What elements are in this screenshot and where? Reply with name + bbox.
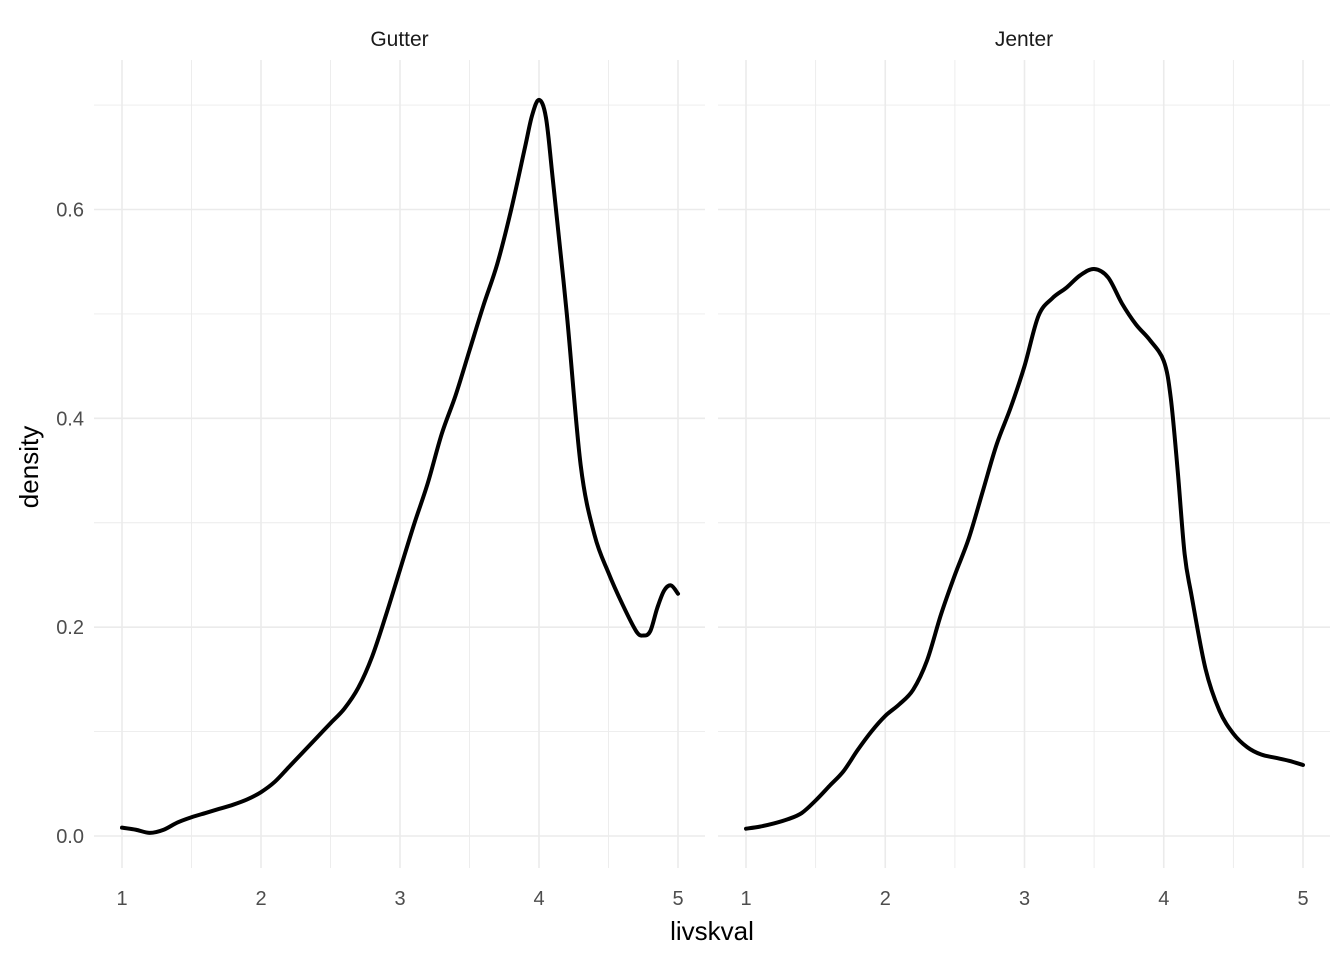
x-tick-label: 2 bbox=[255, 888, 266, 910]
y-axis-tick-labels: 0.0 0.2 0.4 0.6 bbox=[56, 200, 84, 849]
density-line bbox=[744, 267, 1305, 831]
y-axis-title: density bbox=[14, 426, 44, 508]
y-tick-label: 0.0 bbox=[56, 826, 84, 848]
x-tick-label: 4 bbox=[1158, 888, 1169, 910]
x-tick-label: 5 bbox=[1297, 888, 1308, 910]
panel-jenter: Jenter 1 2 3 4 5 bbox=[718, 28, 1330, 910]
x-tick-label: 3 bbox=[1019, 888, 1030, 910]
x-tick-label: 1 bbox=[116, 888, 127, 910]
x-tick-label: 1 bbox=[740, 888, 751, 910]
y-tick-label: 0.6 bbox=[56, 200, 84, 222]
x-tick-label: 5 bbox=[672, 888, 683, 910]
y-tick-label: 0.2 bbox=[56, 617, 84, 639]
facet-strip-label: Jenter bbox=[995, 28, 1053, 51]
panel-gutter: Gutter 1 2 3 4 5 bbox=[94, 28, 705, 910]
x-axis-title: livskval bbox=[670, 916, 754, 946]
y-tick-label: 0.4 bbox=[56, 408, 84, 430]
x-tick-label: 2 bbox=[880, 888, 891, 910]
density-line bbox=[120, 97, 680, 835]
x-tick-label: 3 bbox=[394, 888, 405, 910]
facet-strip-label: Gutter bbox=[370, 28, 428, 51]
x-tick-label: 4 bbox=[533, 888, 544, 910]
panels: Gutter 1 2 3 4 5 Jenter 1 2 3 4 5 bbox=[94, 28, 1330, 910]
